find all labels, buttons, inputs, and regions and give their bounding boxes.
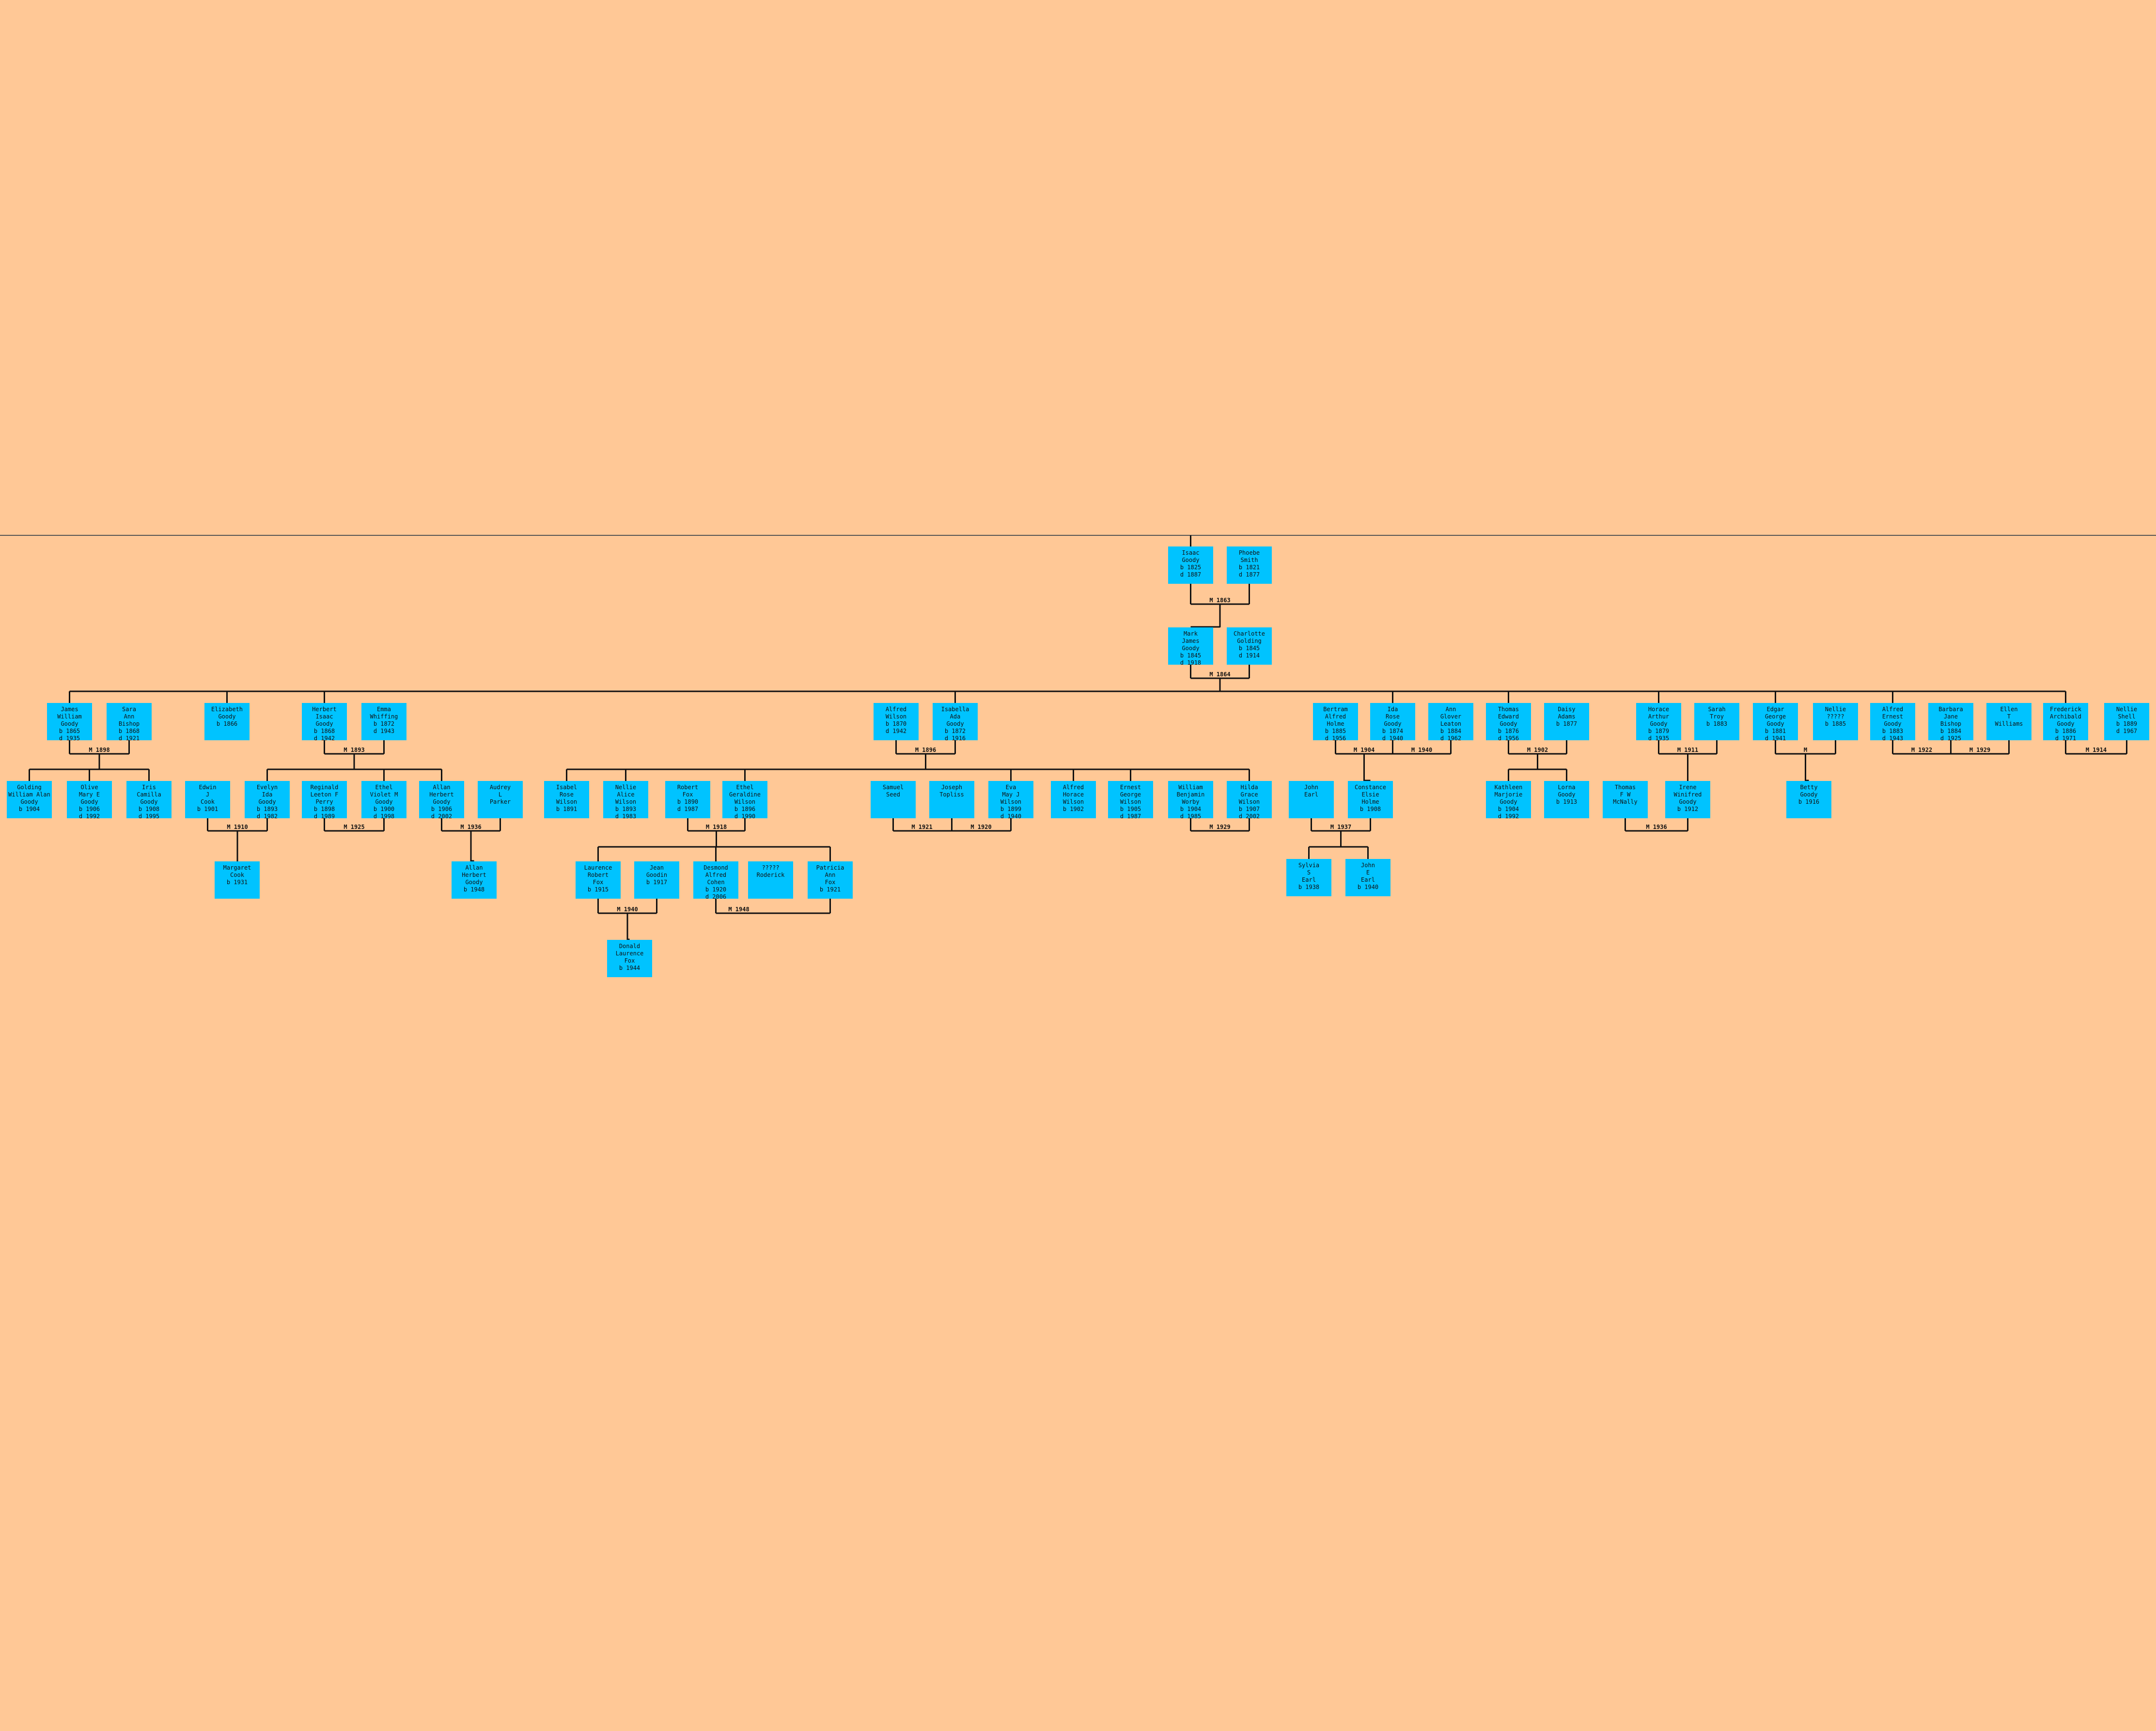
marriage-label-m21: M 1937 — [1330, 824, 1352, 830]
marriage-label-m18: M 1921 — [911, 824, 933, 830]
person-box-patricia[interactable]: Patricia Ann Fox b 1921 — [808, 861, 853, 899]
marriage-label-m22: M 1936 — [1646, 824, 1667, 830]
marriage-label-m23: M 1940 — [617, 906, 638, 913]
marriage-label-m9: M 1911 — [1677, 747, 1699, 753]
marriage-label-m14: M 1910 — [227, 824, 248, 830]
person-box-charlotte[interactable]: Charlotte Golding b 1845 d 1914 — [1227, 627, 1272, 665]
person-box-herbert[interactable]: Herbert Isaac Goody b 1868 d 1942 — [302, 703, 347, 740]
person-box-unknown[interactable]: ????? Roderick — [748, 861, 793, 899]
person-box-bertram[interactable]: Bertram Alfred Holme b 1885 d 1956 — [1313, 703, 1358, 740]
person-box-edgar[interactable]: Edgar George Goody b 1881 d 1941 — [1753, 703, 1798, 740]
divider-line — [0, 535, 2156, 536]
person-box-phoebe[interactable]: Phoebe Smith b 1821 d 1877 — [1227, 546, 1272, 584]
person-box-allan2[interactable]: Allan Herbert Goody b 1948 — [452, 861, 497, 899]
person-box-constance[interactable]: Constance Elsie Holme b 1908 — [1348, 781, 1393, 818]
marriage-label-m11: M 1922 — [1911, 747, 1933, 753]
person-box-iris[interactable]: Iris Camilla Goody b 1908 d 1995 — [126, 781, 172, 818]
marriage-label-m20: M 1929 — [1209, 824, 1231, 830]
person-box-ann[interactable]: Ann Glover Leaton b 1884 d 1962 — [1428, 703, 1473, 740]
person-box-robertfox[interactable]: Robert Fox b 1890 d 1987 — [665, 781, 710, 818]
person-box-jameswm[interactable]: James William Goody b 1865 d 1935 — [47, 703, 92, 740]
marriage-label-m4: M 1893 — [344, 747, 365, 753]
person-box-olive[interactable]: Olive Mary E Goody b 1906 d 1992 — [67, 781, 112, 818]
person-box-jean[interactable]: Jean Goodin b 1917 — [634, 861, 679, 899]
marriage-label-m13: M 1914 — [2085, 747, 2107, 753]
person-box-frederick[interactable]: Frederick Archibald Goody b 1886 d 1971 — [2043, 703, 2088, 740]
person-box-audrey[interactable]: Audrey L Parker — [478, 781, 523, 818]
person-box-allan[interactable]: Allan Herbert Goody b 1906 d 2002 — [419, 781, 464, 818]
marriage-label-m15: M 1925 — [344, 824, 365, 830]
person-box-elizabeth[interactable]: Elizabeth Goody b 1866 — [204, 703, 250, 740]
person-box-irene[interactable]: Irene Winifred Goody b 1912 — [1665, 781, 1710, 818]
person-box-eva[interactable]: Eva May J Wilson b 1899 d 1940 — [988, 781, 1033, 818]
marriage-label-m3: M 1898 — [89, 747, 110, 753]
person-box-laurence[interactable]: Laurence Robert Fox b 1915 — [576, 861, 621, 899]
person-box-edwin[interactable]: Edwin J Cook b 1901 — [185, 781, 230, 818]
person-box-thomasmcnally[interactable]: Thomas F W McNally — [1603, 781, 1648, 818]
person-box-kathleen[interactable]: Kathleen Marjorie Goody b 1904 d 1992 — [1486, 781, 1531, 818]
person-box-lorna[interactable]: Lorna Goody b 1913 — [1544, 781, 1589, 818]
person-box-sylvia[interactable]: Sylvia S Earl b 1938 — [1286, 859, 1331, 896]
person-box-evelyn[interactable]: Evelyn Ida Goody b 1893 d 1982 — [245, 781, 290, 818]
person-box-emmaw[interactable]: Emma Whiffing b 1872 d 1943 — [361, 703, 406, 740]
marriage-label-m8: M 1902 — [1527, 747, 1548, 753]
person-box-mark[interactable]: Mark James Goody b 1845 d 1918 — [1168, 627, 1213, 665]
person-box-barbara[interactable]: Barbara Jane Bishop b 1884 d 1925 — [1928, 703, 1973, 740]
marriage-label-m6: M 1904 — [1353, 747, 1375, 753]
person-box-horace[interactable]: Horace Arthur Goody b 1879 d 1935 — [1636, 703, 1681, 740]
person-box-golding[interactable]: Golding William Alan Goody b 1904 — [7, 781, 52, 818]
person-box-johnearl[interactable]: John Earl — [1289, 781, 1334, 818]
person-box-donald[interactable]: Donald Laurence Fox b 1944 — [607, 940, 652, 977]
person-box-ethelv[interactable]: Ethel Violet M Goody b 1900 d 1998 — [361, 781, 406, 818]
person-box-isabella[interactable]: Isabella Ada Goody b 1872 d 1916 — [933, 703, 978, 740]
person-box-margaret[interactable]: Margaret Cook b 1931 — [215, 861, 260, 899]
marriage-label-m2: M 1864 — [1209, 671, 1231, 678]
person-box-desmond[interactable]: Desmond Alfred Cohen b 1920 d 2006 — [693, 861, 738, 899]
marriage-label-m12: M 1929 — [1969, 747, 1991, 753]
person-box-alfredh[interactable]: Alfred Horace Wilson b 1902 — [1051, 781, 1096, 818]
person-box-ida[interactable]: Ida Rose Goody b 1874 d 1940 — [1370, 703, 1415, 740]
marriage-label-m7: M 1940 — [1411, 747, 1433, 753]
person-box-alfredw[interactable]: Alfred Wilson b 1870 d 1942 — [874, 703, 919, 740]
person-box-hilda[interactable]: Hilda Grace Wilson b 1907 d 2002 — [1227, 781, 1272, 818]
person-box-ethelg[interactable]: Ethel Geraldine Wilson b 1896 d 1990 — [722, 781, 767, 818]
person-box-joseph[interactable]: Joseph Topliss — [929, 781, 974, 818]
person-box-ernest[interactable]: Ernest George Wilson b 1905 d 1987 — [1108, 781, 1153, 818]
person-box-johnjr[interactable]: John E Earl b 1940 — [1345, 859, 1390, 896]
person-box-daisy[interactable]: Daisy Adams b 1877 — [1544, 703, 1589, 740]
person-box-isabel[interactable]: Isabel Rose Wilson b 1891 — [544, 781, 589, 818]
person-box-sarahtroy[interactable]: Sarah Troy b 1883 — [1694, 703, 1739, 740]
marriage-label-m19: M 1920 — [970, 824, 992, 830]
person-box-isaac[interactable]: Isaac Goody b 1825 d 1887 — [1168, 546, 1213, 584]
person-box-ellen[interactable]: Ellen T Williams — [1986, 703, 2031, 740]
marriage-label-m5: M 1896 — [915, 747, 937, 753]
person-box-alfrede[interactable]: Alfred Ernest Goody b 1883 d 1943 — [1870, 703, 1915, 740]
person-box-william[interactable]: William Benjamin Worby b 1904 d 1985 — [1168, 781, 1213, 818]
person-box-reginald[interactable]: Reginald Leeton F Perry b 1898 d 1989 — [302, 781, 347, 818]
person-box-nellie3[interactable]: Nellie Alice Wilson b 1893 d 1983 — [603, 781, 648, 818]
person-box-nellie1[interactable]: Nellie ????? b 1885 — [1813, 703, 1858, 740]
person-box-betty[interactable]: Betty Goody b 1916 — [1786, 781, 1831, 818]
marriage-label-m1: M 1863 — [1209, 597, 1231, 604]
person-box-sara[interactable]: Sara Ann Bishop b 1868 d 1921 — [107, 703, 152, 740]
person-box-samuel[interactable]: Samuel Seed — [871, 781, 916, 818]
person-box-nellie2[interactable]: Nellie Shell b 1889 d 1967 — [2104, 703, 2149, 740]
marriage-label-m10: M — [1803, 747, 1808, 753]
marriage-label-m24: M 1948 — [728, 906, 750, 913]
marriage-label-m17: M 1918 — [705, 824, 727, 830]
marriage-label-m16: M 1936 — [460, 824, 482, 830]
person-box-thomas[interactable]: Thomas Edward Goody b 1876 d 1956 — [1486, 703, 1531, 740]
